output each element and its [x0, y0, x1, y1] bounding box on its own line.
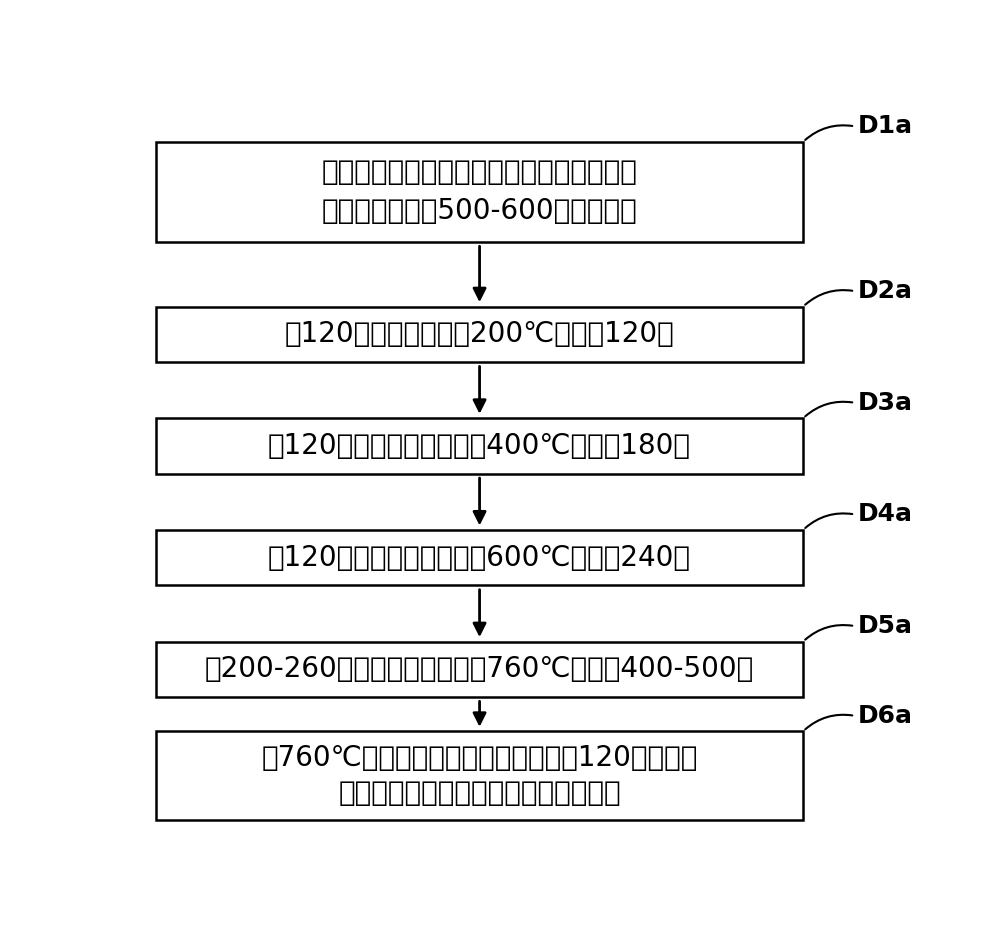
Text: 将760℃自然降温至室温，并保持室温120秒后解除: 将760℃自然降温至室温，并保持室温120秒后解除 [261, 745, 698, 772]
FancyBboxPatch shape [156, 642, 803, 697]
FancyBboxPatch shape [156, 732, 803, 820]
Text: D2a: D2a [857, 279, 912, 303]
Text: D1a: D1a [857, 115, 913, 139]
FancyBboxPatch shape [156, 306, 803, 362]
Text: 当立方氮化硼刀具放入真空焊接机焊接后，: 当立方氮化硼刀具放入真空焊接机焊接后， [322, 158, 638, 186]
FancyBboxPatch shape [156, 418, 803, 474]
Text: 用120秒继续将温度升高至400℃，保温180秒: 用120秒继续将温度升高至400℃，保温180秒 [268, 432, 691, 460]
Text: 用200-260秒继续将温度升高至760℃，保温400-500秒: 用200-260秒继续将温度升高至760℃，保温400-500秒 [205, 655, 754, 684]
FancyBboxPatch shape [156, 142, 803, 242]
Text: D5a: D5a [857, 614, 912, 638]
Text: D3a: D3a [857, 391, 912, 414]
FancyBboxPatch shape [156, 530, 803, 586]
Text: D4a: D4a [857, 502, 912, 526]
Text: D6a: D6a [857, 704, 912, 728]
Text: 真空状态，完成立方氮化硼刀具的焊接: 真空状态，完成立方氮化硼刀具的焊接 [338, 779, 621, 807]
Text: 用120秒将温度升高至200℃，保温120秒: 用120秒将温度升高至200℃，保温120秒 [285, 320, 674, 349]
Text: 用120秒继续将温度升高至600℃，保温240秒: 用120秒继续将温度升高至600℃，保温240秒 [268, 544, 691, 572]
Text: 真空焊接机进行500-600秒的抽真空: 真空焊接机进行500-600秒的抽真空 [322, 197, 637, 226]
